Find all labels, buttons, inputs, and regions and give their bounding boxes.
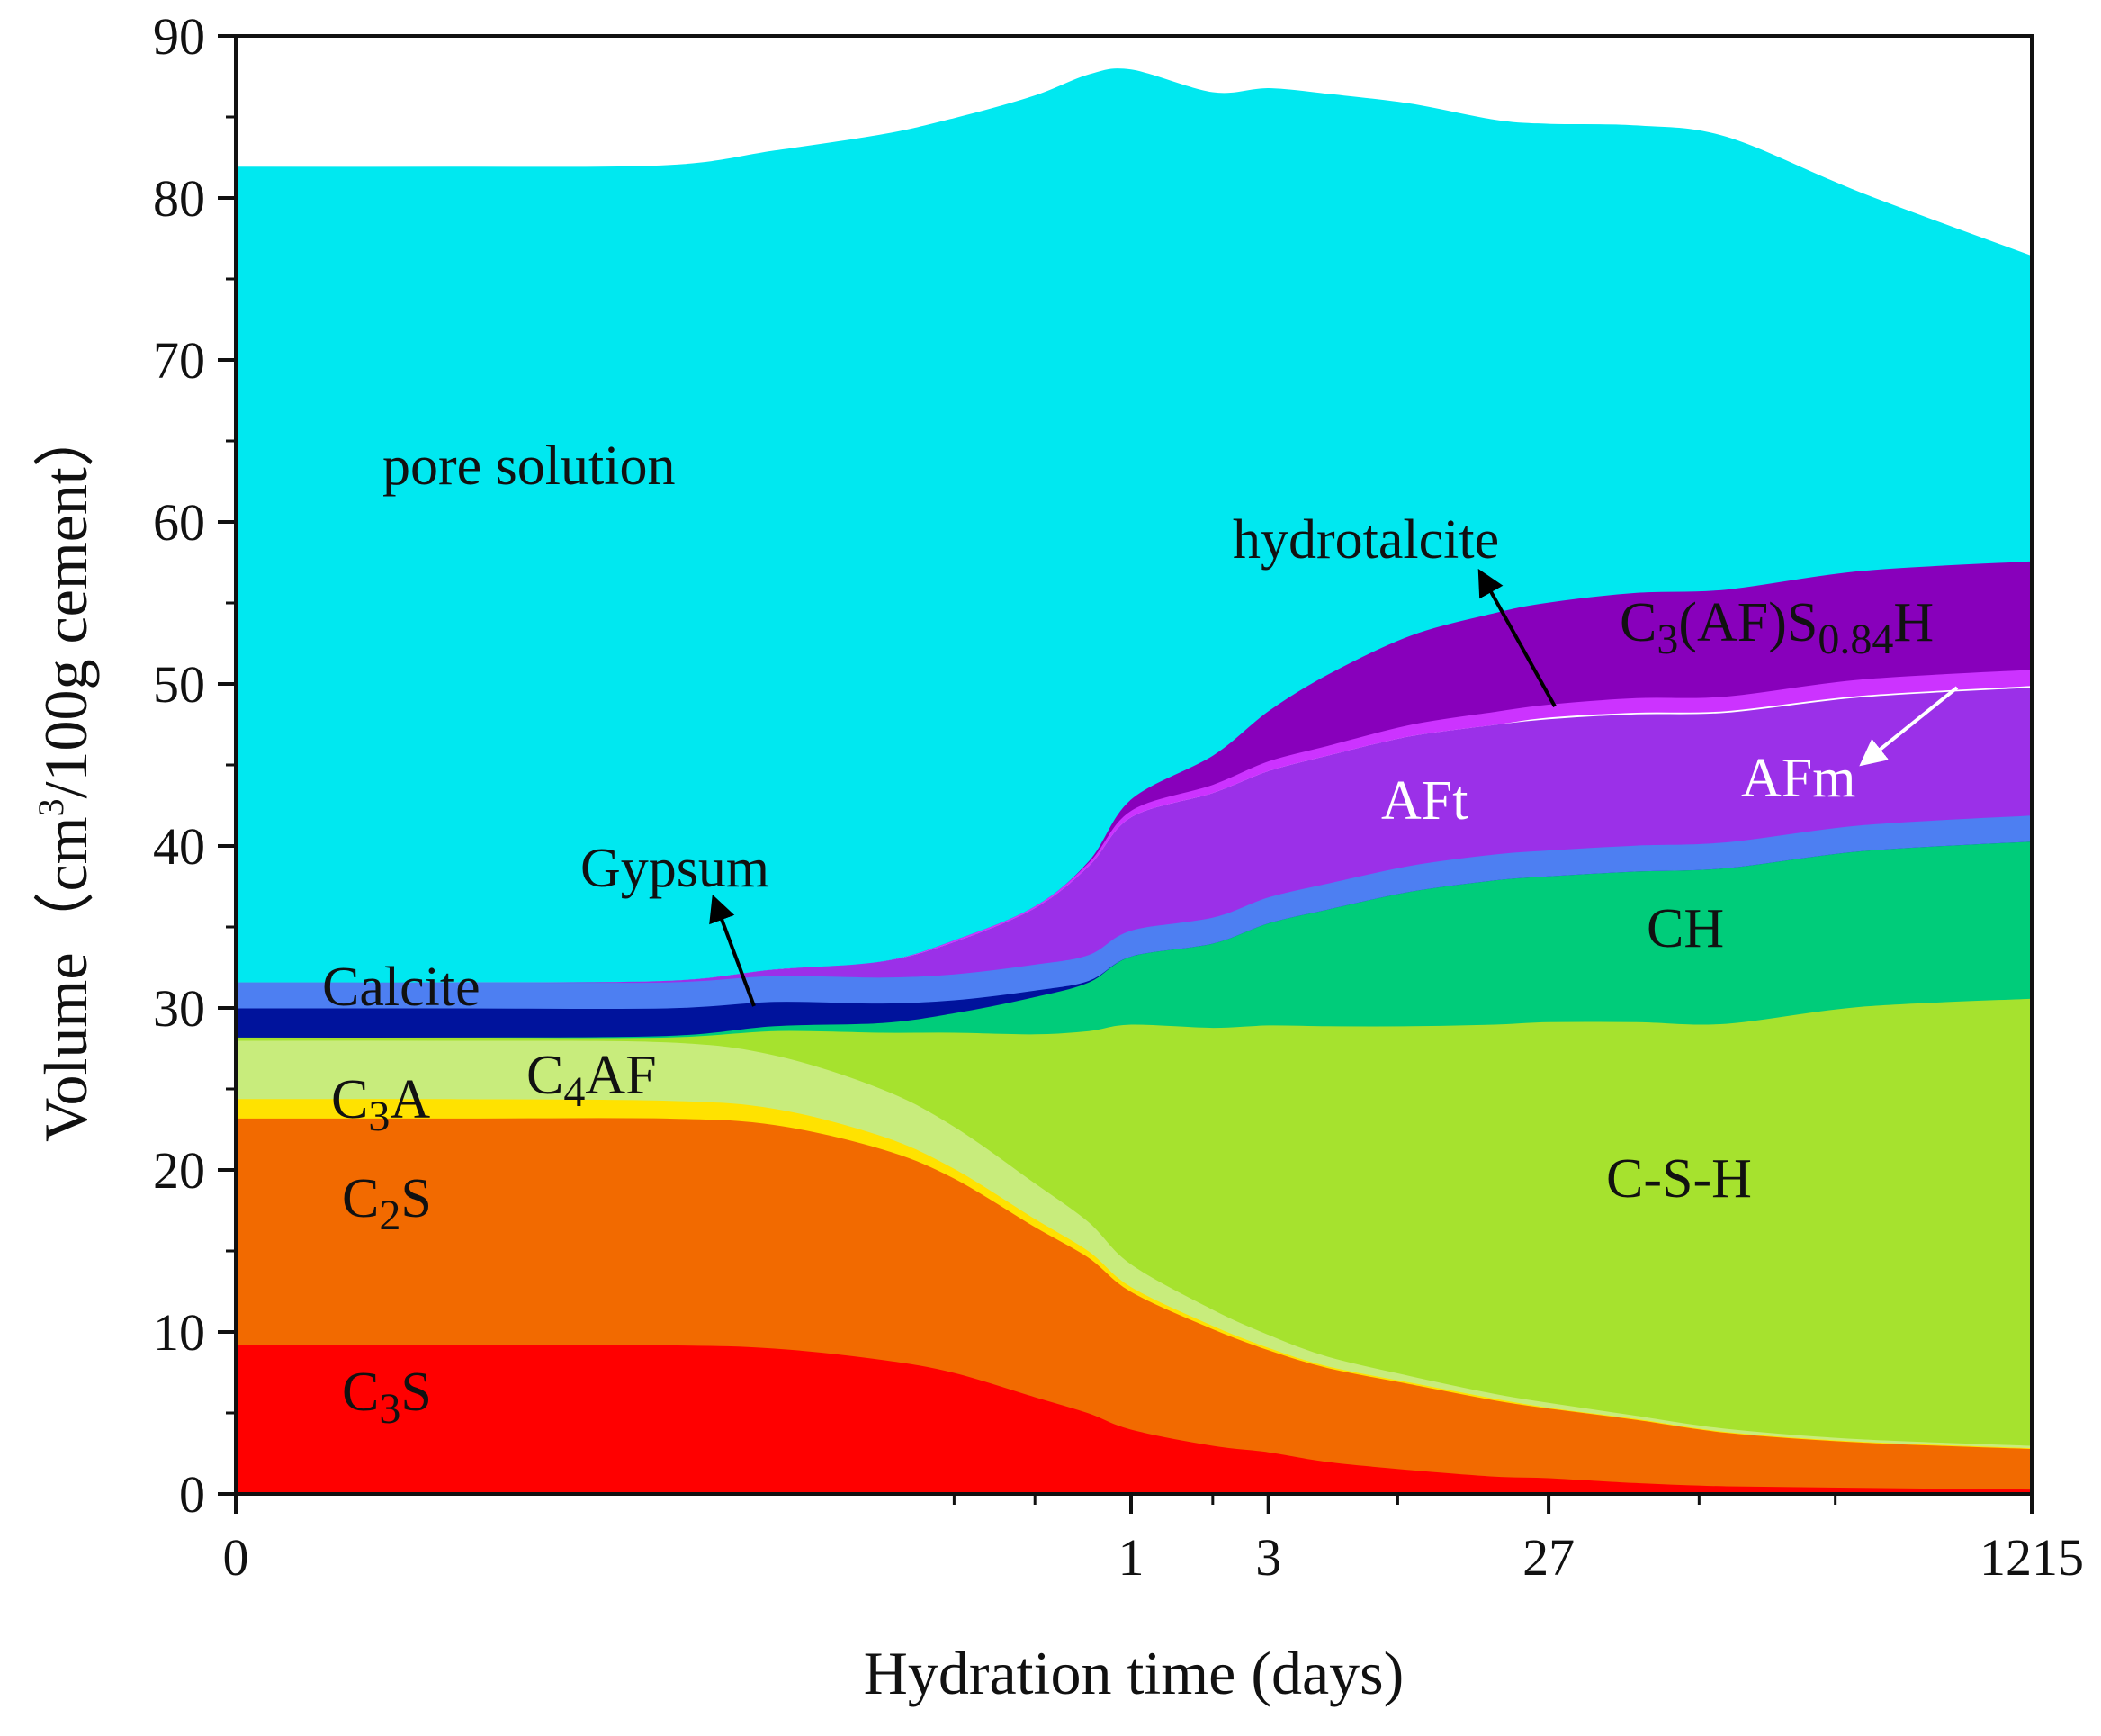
label-pore-solution: pore solution xyxy=(382,436,675,497)
y-tick-label: 70 xyxy=(153,331,205,390)
y-tick-label: 10 xyxy=(153,1303,205,1362)
label-c4af: C4AF xyxy=(526,1045,657,1116)
label-c2s: C2S xyxy=(342,1168,432,1239)
y-axis-title: Volume（cm3/100g cement） xyxy=(31,406,100,1142)
y-axis-title-prefix: Volume（cm xyxy=(31,816,100,1141)
label-csh: C-S-H xyxy=(1606,1148,1752,1210)
label-c3a: C3A xyxy=(331,1069,430,1140)
label-calcite: Calcite xyxy=(322,957,480,1018)
x-tick-label: 3 xyxy=(1255,1528,1281,1587)
y-axis-title-suffix: /100g cement） xyxy=(31,406,100,798)
x-tick-label: 1215 xyxy=(1980,1528,2084,1587)
x-axis-title: Hydration time (days) xyxy=(864,1639,1405,1707)
label-gypsum: Gypsum xyxy=(580,838,769,899)
y-tick-label: 80 xyxy=(153,169,205,228)
label-afm: AFm xyxy=(1741,748,1855,809)
label-ch: CH xyxy=(1647,898,1724,959)
x-tick-label: 1 xyxy=(1118,1528,1145,1587)
annotation-arrows xyxy=(709,568,1959,1007)
y-axis-title-sup: 3 xyxy=(31,798,71,816)
x-tick-label: 0 xyxy=(223,1528,249,1587)
y-tick-label: 0 xyxy=(179,1465,205,1524)
x-tick-label: 27 xyxy=(1522,1528,1575,1587)
gypsum-arrow xyxy=(709,894,756,1007)
y-tick-label: 40 xyxy=(153,817,205,876)
label-hydrotalcite: hydrotalcite xyxy=(1233,509,1499,571)
label-c3afs084h: C3(AF)S0.84H xyxy=(1620,592,1934,663)
label-aft: AFt xyxy=(1381,770,1468,832)
axes-group: 0 10 20 30 40 50 60 70 80 90 0 1 3 27 1215 xyxy=(153,7,2084,1587)
y-tick-label: 90 xyxy=(153,7,205,66)
y-tick-label: 20 xyxy=(153,1141,205,1200)
hydrotalcite-arrow xyxy=(1477,568,1557,707)
y-tick-label: 30 xyxy=(153,979,205,1038)
y-tick-label: 50 xyxy=(153,655,205,714)
label-c3s: C3S xyxy=(342,1362,432,1433)
afm-arrow xyxy=(1859,686,1959,767)
y-tick-label: 60 xyxy=(153,493,205,552)
area-series-group xyxy=(235,68,2033,1495)
